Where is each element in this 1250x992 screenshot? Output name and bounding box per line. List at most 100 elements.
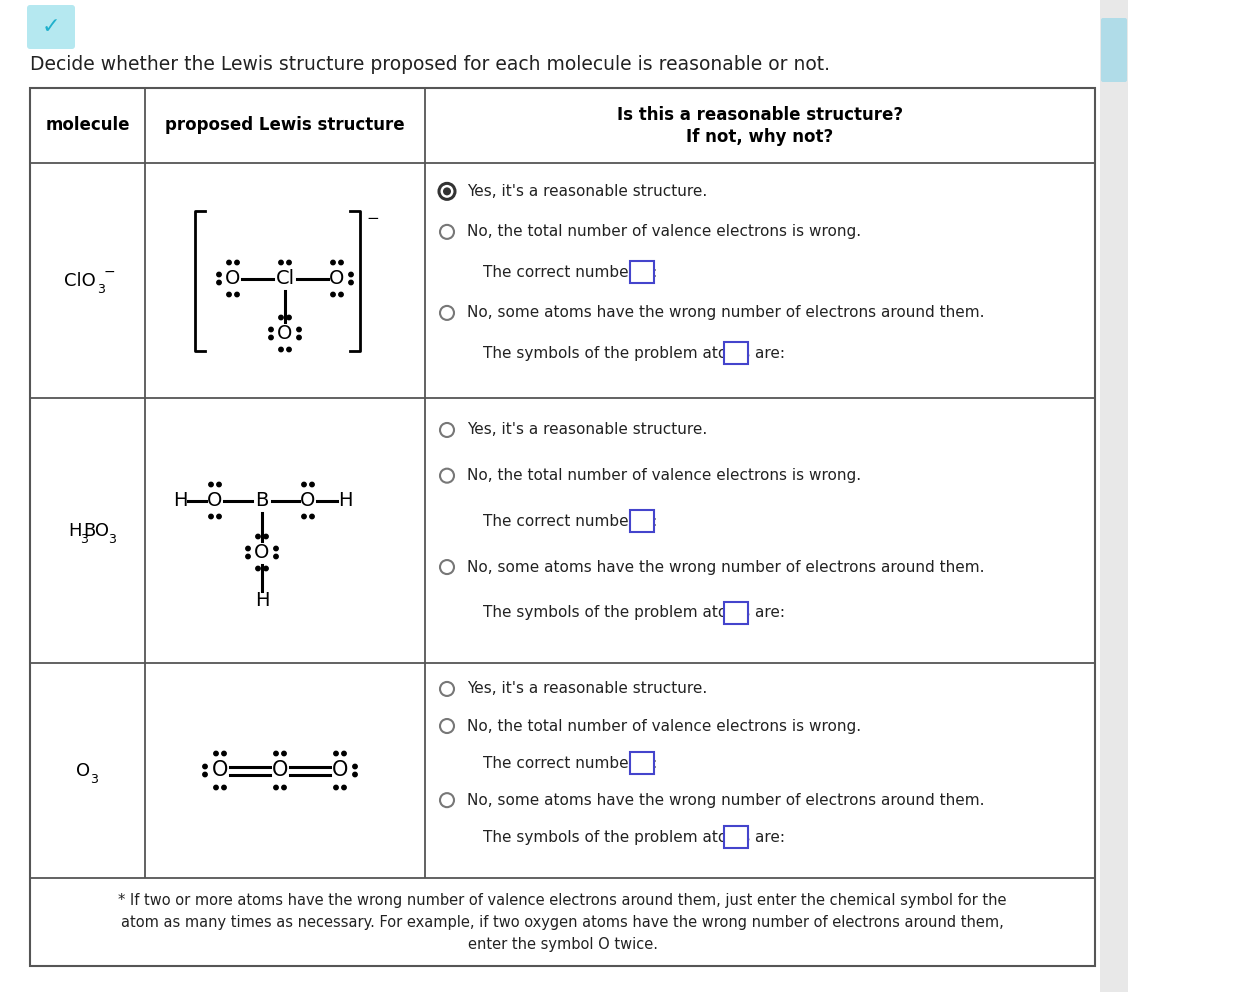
Circle shape: [216, 482, 221, 487]
Text: No, some atoms have the wrong number of electrons around them.: No, some atoms have the wrong number of …: [468, 793, 985, 807]
Text: O: O: [211, 761, 229, 781]
Circle shape: [279, 260, 284, 265]
Circle shape: [339, 293, 344, 297]
Circle shape: [310, 514, 314, 519]
Text: enter the symbol O twice.: enter the symbol O twice.: [468, 936, 658, 951]
Circle shape: [221, 751, 226, 756]
Text: No, some atoms have the wrong number of electrons around them.: No, some atoms have the wrong number of …: [468, 559, 985, 574]
Text: O: O: [254, 543, 270, 562]
Circle shape: [256, 535, 260, 539]
Text: Is this a reasonable structure?: Is this a reasonable structure?: [618, 105, 902, 123]
Text: Yes, it's a reasonable structure.: Yes, it's a reasonable structure.: [468, 184, 708, 198]
Circle shape: [339, 260, 344, 265]
Circle shape: [279, 315, 284, 319]
Text: −: −: [104, 265, 115, 279]
Text: O: O: [331, 761, 349, 781]
FancyBboxPatch shape: [724, 826, 748, 848]
Circle shape: [301, 514, 306, 519]
Circle shape: [279, 347, 284, 352]
FancyBboxPatch shape: [1101, 18, 1128, 82]
Text: 3: 3: [80, 533, 89, 546]
Text: O: O: [300, 491, 316, 510]
Text: 3: 3: [90, 773, 99, 786]
Circle shape: [246, 555, 250, 558]
Text: O: O: [278, 324, 292, 343]
Text: molecule: molecule: [45, 116, 130, 135]
Circle shape: [296, 327, 301, 331]
Text: 3: 3: [109, 533, 116, 546]
Circle shape: [202, 764, 208, 769]
Text: ClO: ClO: [64, 272, 95, 290]
Text: O: O: [76, 762, 90, 780]
Text: Yes, it's a reasonable structure.: Yes, it's a reasonable structure.: [468, 423, 708, 437]
Text: H: H: [338, 491, 352, 510]
Text: H: H: [173, 491, 188, 510]
Circle shape: [264, 566, 269, 570]
Text: No, the total number of valence electrons is wrong.: No, the total number of valence electron…: [468, 718, 861, 733]
Circle shape: [341, 751, 346, 756]
Circle shape: [274, 786, 279, 790]
Text: −: −: [366, 211, 379, 226]
Circle shape: [442, 187, 451, 195]
Text: O: O: [225, 269, 241, 288]
Text: The correct number is:: The correct number is:: [482, 265, 658, 280]
Text: Decide whether the Lewis structure proposed for each molecule is reasonable or n: Decide whether the Lewis structure propo…: [30, 56, 830, 74]
Circle shape: [214, 751, 219, 756]
Text: The symbols of the problem atoms are:: The symbols of the problem atoms are:: [482, 346, 785, 361]
Circle shape: [286, 315, 291, 319]
Circle shape: [352, 764, 357, 769]
Circle shape: [310, 482, 314, 487]
Circle shape: [235, 260, 239, 265]
Text: No, some atoms have the wrong number of electrons around them.: No, some atoms have the wrong number of …: [468, 306, 985, 320]
Circle shape: [341, 786, 346, 790]
Circle shape: [246, 547, 250, 551]
Text: No, the total number of valence electrons is wrong.: No, the total number of valence electron…: [468, 224, 861, 239]
Text: BO: BO: [84, 522, 110, 540]
Text: The symbols of the problem atoms are:: The symbols of the problem atoms are:: [482, 829, 785, 845]
Circle shape: [269, 335, 274, 339]
Circle shape: [216, 272, 221, 277]
FancyBboxPatch shape: [724, 342, 748, 364]
Text: H: H: [69, 522, 82, 540]
Circle shape: [269, 327, 274, 331]
Circle shape: [226, 260, 231, 265]
Text: The correct number is:: The correct number is:: [482, 514, 658, 529]
FancyBboxPatch shape: [630, 262, 654, 284]
Text: proposed Lewis structure: proposed Lewis structure: [165, 116, 405, 135]
Text: atom as many times as necessary. For example, if two oxygen atoms have the wrong: atom as many times as necessary. For exa…: [121, 915, 1004, 930]
Circle shape: [349, 272, 354, 277]
Text: If not, why not?: If not, why not?: [686, 128, 834, 146]
Circle shape: [256, 566, 260, 570]
Circle shape: [274, 555, 279, 558]
Bar: [30, 88, 1095, 966]
Circle shape: [202, 773, 208, 777]
Circle shape: [334, 786, 339, 790]
Circle shape: [264, 535, 269, 539]
Circle shape: [226, 293, 231, 297]
Circle shape: [274, 547, 279, 551]
Text: O: O: [329, 269, 345, 288]
FancyBboxPatch shape: [28, 5, 75, 49]
Circle shape: [286, 347, 291, 352]
Circle shape: [281, 786, 286, 790]
Circle shape: [235, 293, 239, 297]
Circle shape: [334, 751, 339, 756]
Text: H: H: [255, 591, 269, 610]
Text: Cl: Cl: [275, 269, 295, 288]
Circle shape: [209, 482, 214, 487]
Text: The correct number is:: The correct number is:: [482, 756, 658, 771]
Circle shape: [274, 751, 279, 756]
Text: The symbols of the problem atoms are:: The symbols of the problem atoms are:: [482, 605, 785, 620]
Circle shape: [214, 786, 219, 790]
FancyBboxPatch shape: [630, 752, 654, 774]
Circle shape: [296, 335, 301, 339]
Circle shape: [286, 260, 291, 265]
Text: B: B: [255, 491, 269, 510]
FancyBboxPatch shape: [630, 510, 654, 533]
Text: ✓: ✓: [41, 17, 60, 37]
Circle shape: [331, 293, 335, 297]
Text: O: O: [271, 761, 289, 781]
Circle shape: [216, 281, 221, 285]
Text: O: O: [208, 491, 222, 510]
Text: * If two or more atoms have the wrong number of valence electrons around them, j: * If two or more atoms have the wrong nu…: [119, 893, 1006, 908]
